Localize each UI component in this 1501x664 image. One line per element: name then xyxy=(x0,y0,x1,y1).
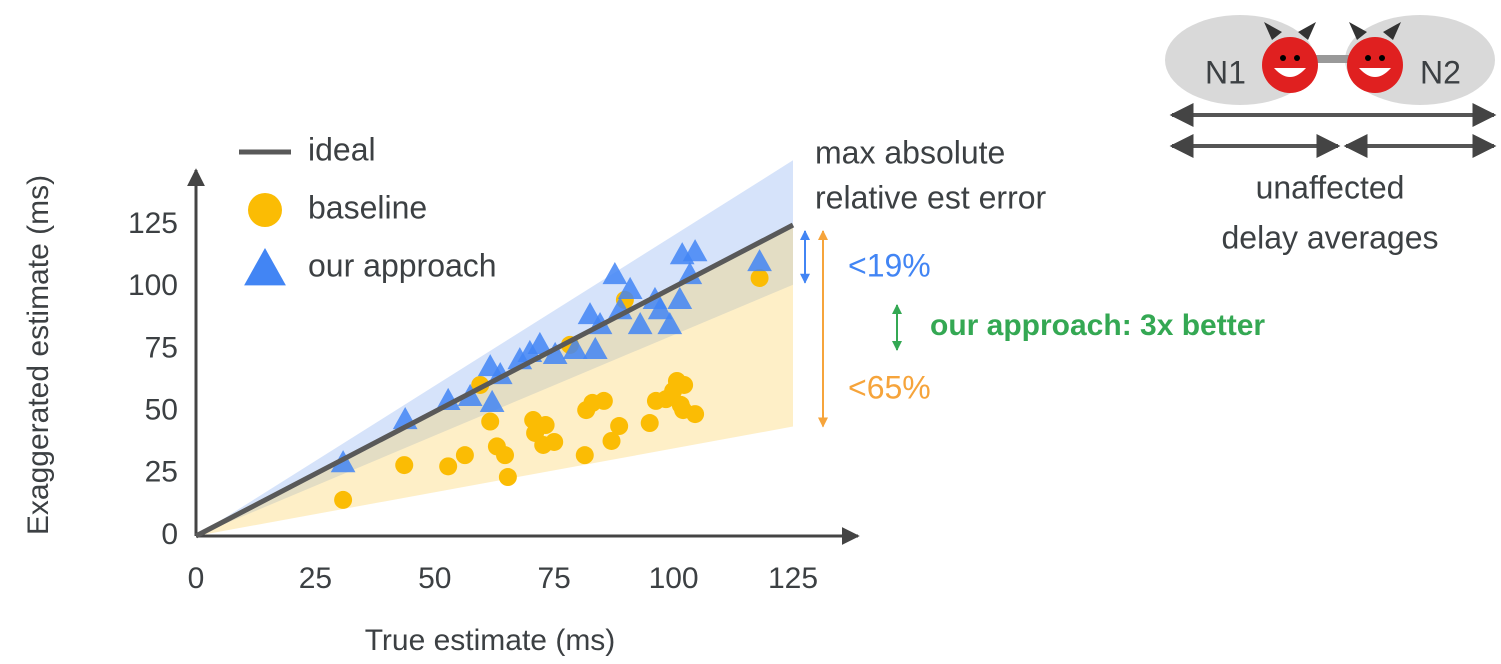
caption: unaffected xyxy=(1256,169,1405,205)
y-tick-label: 25 xyxy=(145,456,178,489)
point xyxy=(481,413,499,431)
annotation: our approach: 3x better xyxy=(930,309,1265,342)
slide: True estimate (ms) Exaggerated estimate … xyxy=(0,0,1501,664)
x-tick-label: 100 xyxy=(649,562,699,595)
node-label: N1 xyxy=(1205,54,1246,90)
legend-swatch xyxy=(248,193,282,227)
point xyxy=(751,269,769,287)
point xyxy=(675,376,693,394)
x-tick-label: 50 xyxy=(418,562,451,595)
y-tick-label: 125 xyxy=(128,207,178,240)
point xyxy=(576,446,594,464)
x-tick-label: 75 xyxy=(538,562,571,595)
point xyxy=(334,491,352,509)
annotation: relative est error xyxy=(815,179,1047,215)
node-label: N2 xyxy=(1420,54,1461,90)
x-tick-label: 25 xyxy=(299,562,332,595)
legend-label: ideal xyxy=(308,131,376,167)
diagram: N1 N2 unaffected delay averages xyxy=(1165,15,1495,255)
point xyxy=(439,457,457,475)
point xyxy=(456,446,474,464)
legend-label: baseline xyxy=(308,189,427,225)
x-axis-label: True estimate (ms) xyxy=(365,624,616,657)
x-tick-label: 0 xyxy=(188,562,205,595)
y-axis-label: Exaggerated estimate (ms) xyxy=(22,175,55,535)
legend-swatch xyxy=(244,248,286,285)
point xyxy=(499,468,517,486)
annotation: <19% xyxy=(848,247,931,283)
y-tick-label: 50 xyxy=(145,394,178,427)
point xyxy=(496,446,514,464)
point xyxy=(610,417,628,435)
point xyxy=(395,456,413,474)
y-tick-label: 75 xyxy=(145,331,178,364)
point xyxy=(641,414,659,432)
caption: delay averages xyxy=(1221,219,1438,255)
y-tick-label: 100 xyxy=(128,269,178,302)
annotation: <65% xyxy=(848,369,931,405)
legend-label: our approach xyxy=(308,247,497,283)
point xyxy=(545,433,563,451)
y-tick-label: 0 xyxy=(161,518,178,551)
plot xyxy=(196,160,793,536)
annotation: max absolute xyxy=(815,134,1005,170)
point xyxy=(595,392,613,410)
x-tick-label: 125 xyxy=(768,562,818,595)
point xyxy=(537,416,555,434)
point xyxy=(686,405,704,423)
